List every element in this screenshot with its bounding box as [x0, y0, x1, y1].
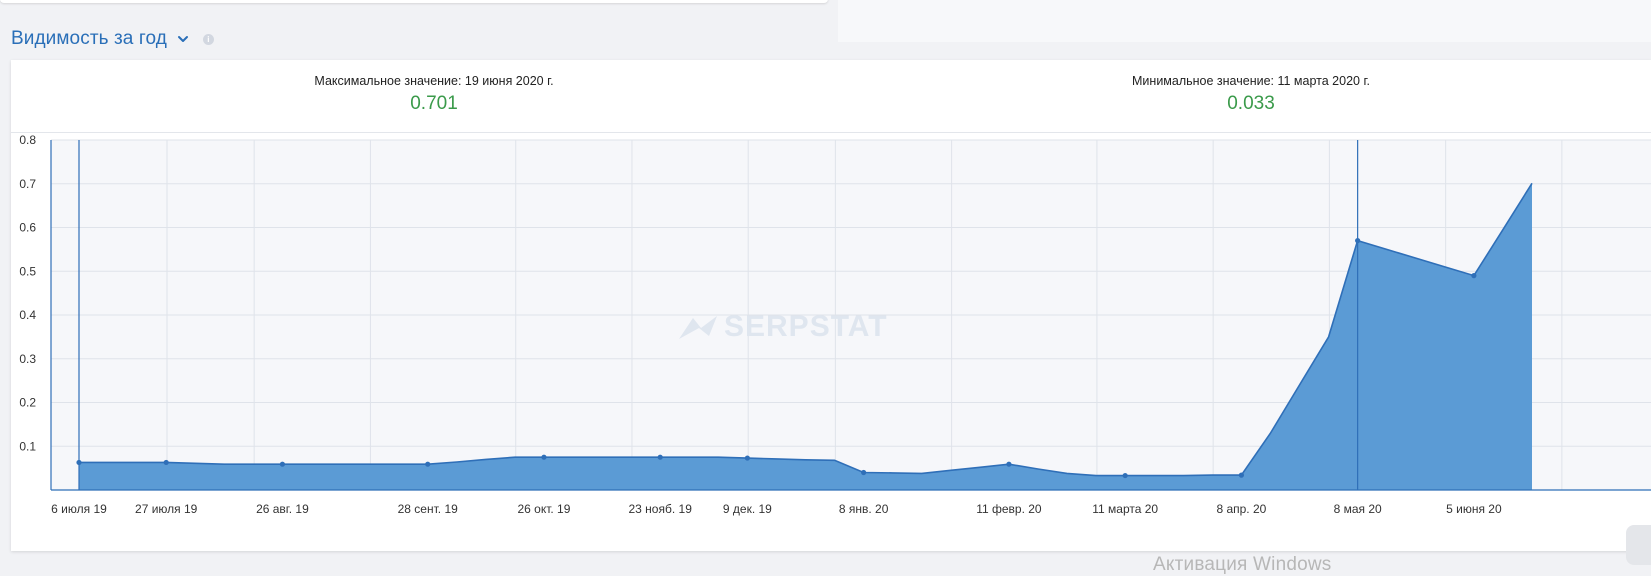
previous-card-edge [0, 0, 828, 3]
chart-stats: Максимальное значение: 19 июня 2020 г. 0… [11, 60, 1651, 133]
x-tick-label: 11 марта 20 [1092, 502, 1158, 516]
data-point [1471, 273, 1477, 279]
data-point [657, 454, 663, 460]
x-tick-label: 11 февр. 20 [976, 502, 1042, 516]
y-tick-label: 0.4 [19, 308, 36, 322]
y-tick-label: 0.1 [19, 439, 36, 453]
highlight-lines [78, 140, 1359, 490]
x-tick-label: 8 янв. 20 [839, 502, 889, 516]
min-value-label: Минимальное значение: 11 марта 2020 г. [1132, 74, 1370, 88]
x-tick-label: 8 мая 20 [1334, 502, 1382, 516]
serpstat-logo-icon [679, 316, 717, 339]
corner-widget[interactable] [1626, 525, 1651, 565]
y-tick-label: 0.6 [19, 221, 36, 235]
data-point [279, 461, 286, 467]
x-tick-label: 5 июня 20 [1446, 502, 1502, 516]
info-icon[interactable]: i [202, 33, 214, 45]
serpstat-watermark-text: SERPSTAT [724, 310, 888, 343]
series-line [79, 182, 1533, 477]
data-point [1355, 238, 1361, 244]
data-point [1122, 472, 1128, 479]
section-title[interactable]: Видимость за год [11, 28, 167, 49]
y-tick-label: 0.2 [19, 396, 36, 410]
visibility-section-header[interactable]: Видимость за год i [11, 26, 214, 52]
x-axis-ticks: 6 июля 19 27 июля 19 26 авг. 19 28 сент. 19… [51, 502, 1502, 516]
y-tick-label: 0.5 [19, 264, 36, 278]
data-point [541, 454, 547, 460]
visibility-chart-card: Максимальное значение: 19 июня 2020 г. 0… [11, 60, 1651, 551]
data-point [425, 461, 431, 467]
x-tick-label: 26 авг. 19 [256, 502, 309, 516]
data-point [861, 469, 867, 476]
series-area-fill [79, 183, 1532, 491]
max-value-label: Максимальное значение: 19 июня 2020 г. [314, 74, 554, 88]
x-tick-label: 28 сент. 19 [398, 502, 458, 516]
max-value: 0.701 [410, 93, 458, 114]
y-tick-label: 0.7 [19, 177, 36, 191]
y-tick-label: 0.8 [19, 133, 36, 147]
x-tick-label: 23 нояб. 19 [629, 502, 693, 516]
data-point [744, 455, 750, 461]
axes [50, 140, 1651, 491]
side-panel [838, 0, 1651, 42]
windows-activation-text: Активация Windows [1153, 554, 1332, 575]
min-value: 0.033 [1227, 93, 1275, 114]
serpstat-watermark: SERPSTAT [679, 310, 888, 343]
x-tick-label: 27 июля 19 [135, 502, 198, 516]
chevron-down-icon[interactable] [177, 33, 189, 45]
y-tick-label: 0.3 [19, 352, 36, 366]
data-point [76, 459, 82, 466]
visibility-area-chart[interactable]: SERPSTAT 0.1 0.2 0.3 0.4 0.5 0.6 0.7 0.8 6 июля… [11, 60, 1651, 551]
x-tick-label: 8 апр. 20 [1216, 502, 1266, 516]
series-markers [76, 238, 1477, 479]
x-tick-label: 9 дек. 19 [723, 502, 772, 516]
data-point [163, 459, 169, 466]
x-tick-label: 26 окт. 19 [517, 502, 570, 516]
max-stat: Максимальное значение: 19 июня 2020 г. 0… [234, 74, 634, 115]
data-point [1238, 472, 1244, 478]
x-tick-label: 6 июля 19 [51, 502, 107, 516]
series-area [79, 182, 1533, 491]
min-stat: Минимальное значение: 11 марта 2020 г. 0… [1051, 74, 1451, 115]
data-point [1006, 461, 1012, 467]
y-axis-ticks: 0.1 0.2 0.3 0.4 0.5 0.6 0.7 0.8 [19, 133, 36, 453]
